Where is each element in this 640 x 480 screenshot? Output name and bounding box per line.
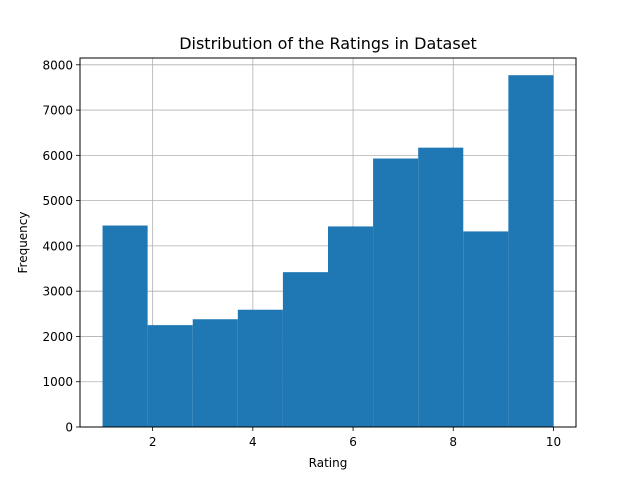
- y-tick-label: 8000: [42, 58, 73, 72]
- histogram-bar: [463, 231, 509, 427]
- histogram-bar: [237, 309, 283, 427]
- y-tick-label: 4000: [42, 239, 73, 253]
- x-tick-label: 10: [546, 435, 561, 449]
- x-tick-label: 2: [149, 435, 157, 449]
- histogram-bars: [102, 75, 554, 428]
- y-tick-label: 0: [65, 421, 73, 435]
- x-axis-label: Rating: [309, 456, 348, 470]
- histogram-bar: [373, 158, 419, 427]
- histogram-bar: [328, 226, 374, 427]
- x-tick-label: 8: [449, 435, 457, 449]
- y-tick-label: 6000: [42, 149, 73, 163]
- chart-title: Distribution of the Ratings in Dataset: [179, 34, 477, 53]
- y-tick-label: 3000: [42, 285, 73, 299]
- y-tick-label: 5000: [42, 194, 73, 208]
- histogram-bar: [147, 325, 193, 427]
- histogram-bar: [508, 75, 554, 428]
- y-axis-label: Frequency: [16, 212, 30, 274]
- histogram-bar: [282, 272, 328, 427]
- axis-ticks: 2 4 6 8 10 0 1000 2000 3000 4000 5000 6000 7000 8000: [42, 58, 561, 449]
- histogram-bar: [192, 319, 238, 427]
- x-tick-label: 4: [249, 435, 257, 449]
- y-tick-label: 7000: [42, 104, 73, 118]
- y-tick-label: 1000: [42, 375, 73, 389]
- plot-frame: [79, 57, 577, 428]
- x-tick-label: 6: [349, 435, 357, 449]
- histogram-bar: [418, 147, 464, 428]
- y-tick-label: 2000: [42, 330, 73, 344]
- histogram-bar: [102, 225, 148, 427]
